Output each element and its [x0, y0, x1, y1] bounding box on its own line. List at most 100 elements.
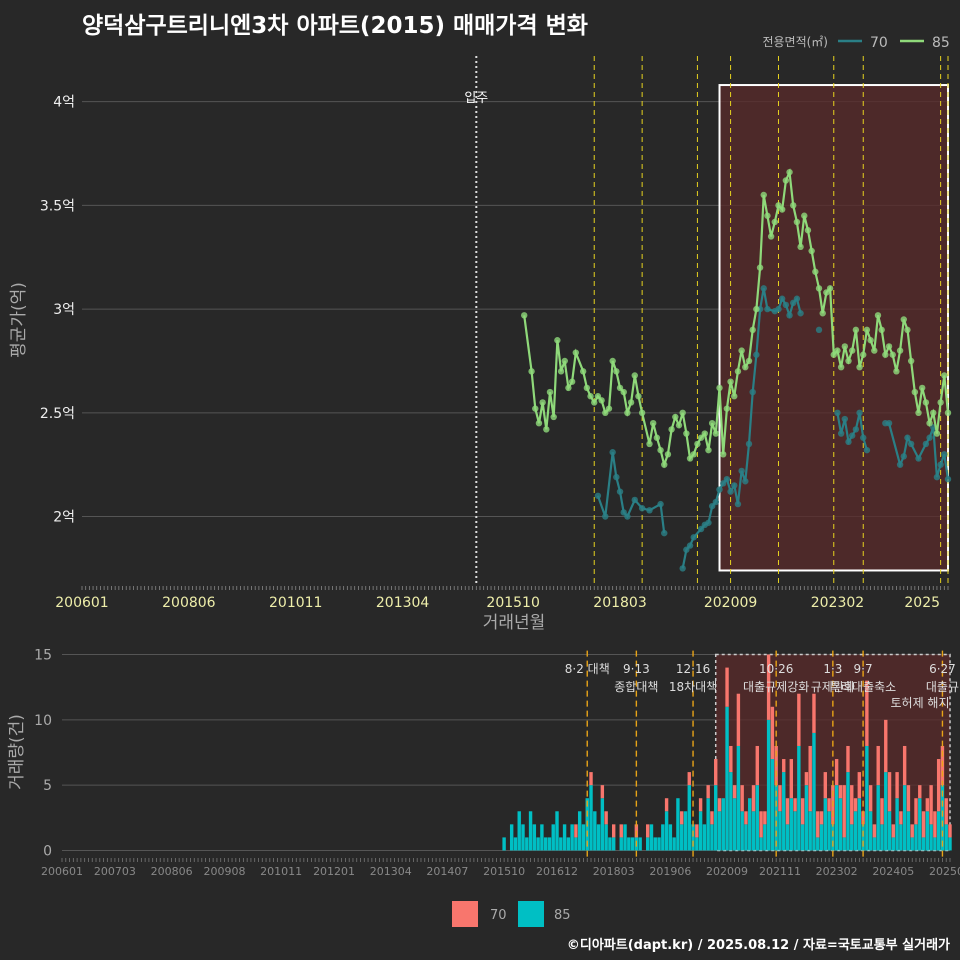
data-point-70	[624, 513, 631, 520]
data-point-85	[620, 388, 627, 396]
data-point-85	[627, 399, 635, 406]
bar-x-tick-label: 201906	[649, 865, 691, 878]
bar-70	[921, 811, 926, 838]
bar-x-tick-label: 201407	[426, 865, 468, 878]
data-point-70	[697, 525, 705, 533]
data-point-85	[937, 399, 944, 406]
policy-label: 8·2 대책	[565, 661, 610, 676]
bar-x-tick-label: 201201	[313, 865, 355, 878]
data-point-70	[661, 529, 668, 537]
data-point-85	[557, 368, 565, 375]
bar-85	[929, 824, 933, 851]
data-point-85	[933, 430, 941, 437]
bar-85	[914, 824, 918, 851]
data-point-85	[830, 351, 837, 358]
bar-70	[944, 798, 948, 825]
data-point-70	[720, 480, 727, 487]
data-point-70	[790, 299, 797, 307]
source-footer: ©디아파트(dapt.kr) / 2025.08.12 / 자료=국토교통부 실…	[566, 938, 950, 953]
bar-70	[910, 824, 914, 838]
y-tick-label: 3.5억	[40, 198, 75, 214]
legend-swatch-70	[452, 901, 478, 927]
data-point-85	[594, 393, 602, 400]
y-tick-label: 2억	[53, 510, 75, 526]
data-point-85	[815, 285, 823, 292]
data-point-85	[904, 326, 911, 334]
data-point-85	[686, 455, 694, 462]
data-point-85	[535, 419, 543, 427]
data-point-70	[856, 409, 863, 417]
data-point-70	[686, 542, 694, 549]
bar-x-tick-label: 201612	[536, 865, 578, 878]
bar-70	[884, 719, 888, 773]
move-in-label: 입주	[464, 91, 488, 106]
data-point-70	[834, 409, 841, 417]
bar-85	[748, 798, 752, 851]
bar-70	[729, 745, 733, 773]
policy-label: 1·3	[823, 662, 842, 676]
bar-70	[850, 785, 854, 825]
bar-85	[680, 824, 684, 851]
data-point-70	[896, 461, 904, 468]
bar-85	[691, 824, 695, 851]
bar-70	[664, 798, 669, 812]
data-point-85	[753, 305, 760, 313]
data-point-85	[683, 430, 690, 437]
bar-70	[751, 785, 756, 812]
bar-85	[664, 811, 669, 851]
policy-label-sub: 특례대출축소	[830, 680, 896, 694]
bar-70	[770, 706, 775, 760]
data-point-85	[841, 343, 849, 350]
legend-swatch-85	[518, 901, 544, 927]
x-tick-label: 202302	[811, 595, 864, 611]
data-point-70	[764, 305, 771, 313]
x-tick-label: 200806	[162, 595, 216, 611]
data-point-70	[937, 461, 944, 468]
bar-85	[517, 811, 521, 851]
bar-70	[827, 798, 831, 812]
bar-85	[895, 798, 899, 851]
bar-x-tick-label: 202111	[759, 865, 801, 878]
data-point-85	[598, 397, 605, 404]
bar-85	[653, 837, 657, 851]
legend-bar-label-85: 85	[554, 908, 571, 923]
bar-85	[876, 785, 880, 851]
bar-85	[766, 719, 771, 851]
data-point-85	[635, 393, 642, 400]
bar-85	[853, 811, 858, 851]
data-point-70	[885, 419, 893, 427]
policy-label-sub: 대출규	[926, 680, 959, 694]
data-point-85	[616, 384, 624, 392]
bar-70	[914, 798, 918, 825]
data-point-85	[631, 372, 638, 379]
bar-85	[630, 837, 635, 851]
data-point-85	[889, 351, 896, 358]
data-point-85	[749, 326, 756, 334]
bar-85	[623, 824, 627, 851]
data-point-85	[705, 446, 712, 454]
data-point-85	[885, 343, 893, 350]
bar-70	[759, 811, 763, 838]
data-point-85	[723, 405, 731, 412]
data-point-85	[701, 430, 708, 437]
bar-70	[902, 745, 907, 786]
data-point-85	[727, 378, 734, 385]
bar-85	[627, 837, 631, 851]
data-point-85	[742, 363, 749, 371]
data-point-85	[804, 227, 812, 234]
bar-85	[725, 706, 729, 851]
data-point-85	[583, 384, 591, 392]
data-point-85	[568, 378, 576, 385]
legend-label-85: 85	[932, 35, 950, 51]
bar-70	[687, 772, 691, 786]
bar-70	[838, 785, 843, 799]
bar-70	[823, 772, 828, 799]
data-point-85	[572, 349, 580, 356]
bar-70	[766, 654, 771, 720]
data-point-70	[723, 476, 731, 483]
bar-85	[555, 811, 559, 851]
bar-70	[778, 785, 782, 812]
data-point-70	[594, 492, 602, 499]
bar-85	[683, 811, 688, 851]
